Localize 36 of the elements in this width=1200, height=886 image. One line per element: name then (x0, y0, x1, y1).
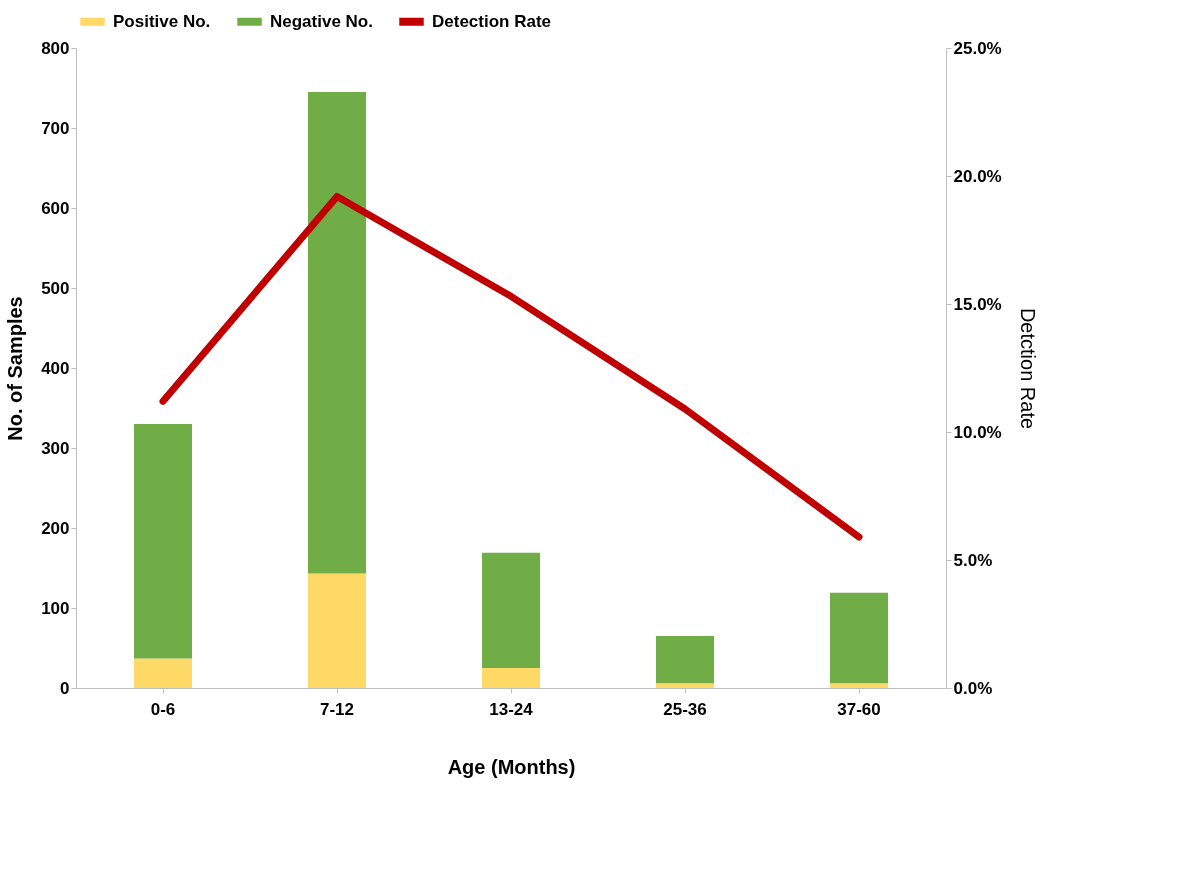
bar (134, 658, 192, 688)
y2-tick-label: 20.0% (953, 166, 1002, 186)
x-tick-label: 25-36 (663, 699, 707, 719)
bar (656, 683, 714, 688)
y-tick-label: 400 (41, 358, 70, 378)
y-tick-label: 600 (41, 198, 70, 218)
y-tick-label: 300 (41, 438, 70, 458)
bar (482, 668, 540, 688)
bar (308, 92, 366, 574)
y2-tick-label: 0.0% (953, 678, 993, 698)
x-tick-label: 7-12 (319, 699, 355, 719)
y-tick-label: 0 (60, 678, 70, 698)
y-tick-label: 100 (41, 598, 70, 618)
y2-axis-title: Detction Rate (1016, 307, 1039, 430)
x-tick-label: 0-6 (150, 699, 176, 719)
bar (308, 573, 366, 688)
legend-label: Positive No. (113, 11, 211, 31)
y-tick-label: 200 (41, 518, 70, 538)
y2-tick-label: 5.0% (953, 550, 993, 570)
y-axis-title: No. of Samples (4, 296, 27, 441)
y-tick-label: 700 (41, 118, 70, 138)
y2-tick-label: 15.0% (953, 294, 1002, 314)
x-axis-title: Age (Months) (447, 755, 576, 778)
bar (482, 552, 540, 668)
bar (134, 424, 192, 659)
y2-tick-label: 10.0% (953, 422, 1002, 442)
x-tick-label: 13-24 (489, 699, 534, 719)
y-tick-label: 500 (41, 278, 70, 298)
x-tick-label: 37-60 (837, 699, 881, 719)
legend-label: Negative No. (270, 11, 373, 31)
legend-label: Detection Rate (432, 11, 552, 31)
bar (830, 592, 888, 684)
bar (830, 683, 888, 688)
bar (656, 636, 714, 684)
y-tick-label: 800 (41, 38, 70, 58)
y2-tick-label: 25.0% (953, 38, 1002, 58)
